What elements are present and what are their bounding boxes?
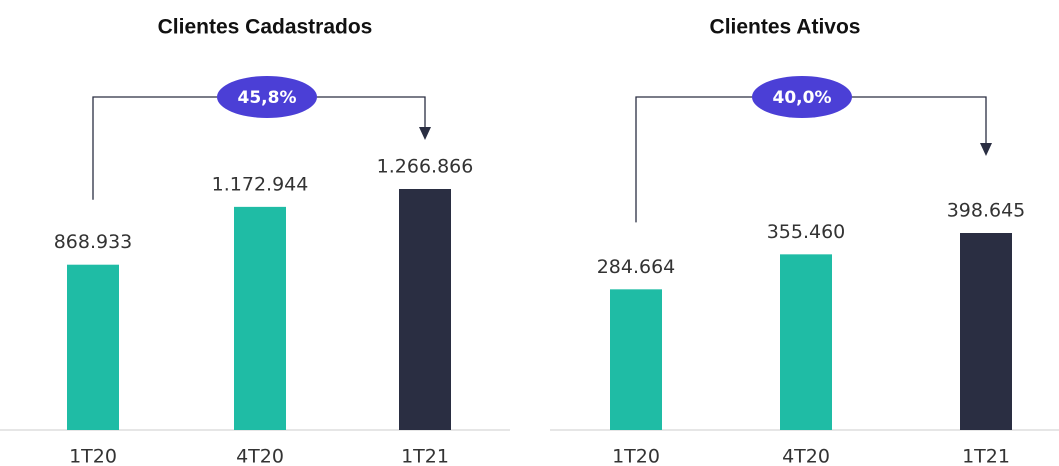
x-tick-label: 4T20 bbox=[782, 446, 830, 466]
x-tick-label: 4T20 bbox=[236, 446, 284, 466]
bar bbox=[610, 289, 662, 430]
bar bbox=[67, 264, 119, 430]
annotation: 40,0% bbox=[773, 88, 832, 108]
value-label: 284.664 bbox=[597, 256, 676, 278]
arrow-head bbox=[419, 127, 431, 140]
annotation: 45,8% bbox=[238, 88, 297, 108]
bar bbox=[399, 189, 451, 430]
value-label: 868.933 bbox=[54, 231, 133, 253]
x-tick-label: 1T21 bbox=[401, 446, 449, 466]
value-label: 398.645 bbox=[947, 200, 1026, 222]
value-label: 1.266.866 bbox=[377, 156, 474, 178]
arrow-head bbox=[980, 143, 992, 156]
chart-title: Clientes Cadastrados bbox=[158, 16, 373, 39]
chart-title: Clientes Ativos bbox=[710, 16, 861, 39]
value-label: 1.172.944 bbox=[212, 173, 309, 195]
bar bbox=[234, 206, 286, 430]
annotation-badge bbox=[217, 76, 317, 118]
x-tick-label: 1T20 bbox=[612, 446, 660, 466]
x-tick-label: 1T20 bbox=[69, 446, 117, 466]
bar bbox=[780, 254, 832, 430]
value-label: 355.460 bbox=[767, 221, 846, 243]
bar bbox=[960, 233, 1012, 430]
annotation-badge bbox=[752, 76, 852, 118]
x-tick-label: 1T21 bbox=[962, 446, 1010, 466]
